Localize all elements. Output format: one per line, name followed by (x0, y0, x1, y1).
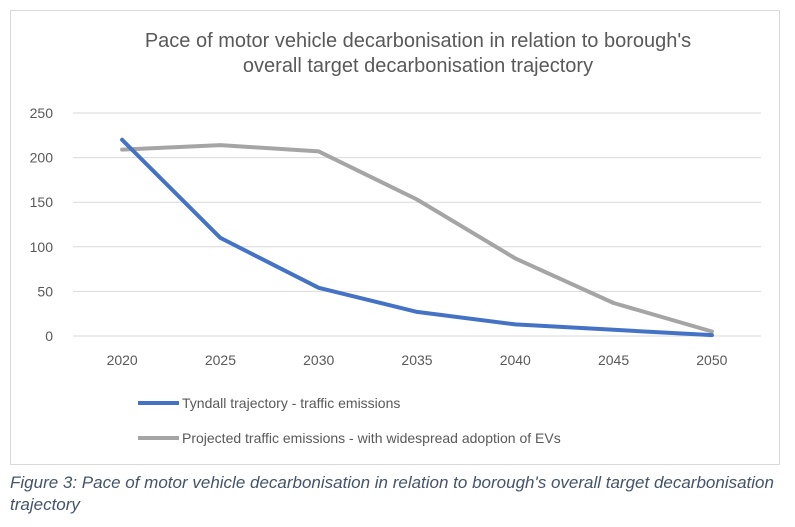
line-chart: Pace of motor vehicle decarbonisation in… (30, 30, 761, 446)
y-tick-label: 250 (30, 105, 54, 121)
legend-label: Projected traffic emissions - with wides… (182, 430, 561, 446)
x-tick-label: 2030 (303, 352, 334, 368)
chart-frame: Pace of motor vehicle decarbonisation in… (10, 10, 780, 465)
chart-title-line-1: Pace of motor vehicle decarbonisation in… (145, 30, 691, 52)
y-tick-label: 150 (30, 194, 54, 210)
series-line-projected-emissions (120, 143, 714, 334)
x-tick-label: 2025 (205, 352, 236, 368)
figure-caption: Figure 3: Pace of motor vehicle decarbon… (10, 473, 774, 514)
y-tick-label: 200 (30, 150, 54, 166)
legend-label: Tyndall trajectory - traffic emissions (182, 395, 400, 411)
y-tick-label: 50 (37, 283, 53, 299)
y-tick-label: 0 (45, 328, 53, 344)
chart-title-line-2: overall target decarbonisation trajector… (243, 55, 593, 77)
series-line-tyndall-trajectory (120, 137, 714, 338)
x-tick-label: 2020 (107, 352, 138, 368)
x-tick-label: 2040 (500, 352, 531, 368)
x-tick-label: 2045 (598, 352, 629, 368)
x-tick-label: 2035 (401, 352, 432, 368)
x-tick-label: 2050 (696, 352, 727, 368)
y-tick-label: 100 (30, 239, 54, 255)
